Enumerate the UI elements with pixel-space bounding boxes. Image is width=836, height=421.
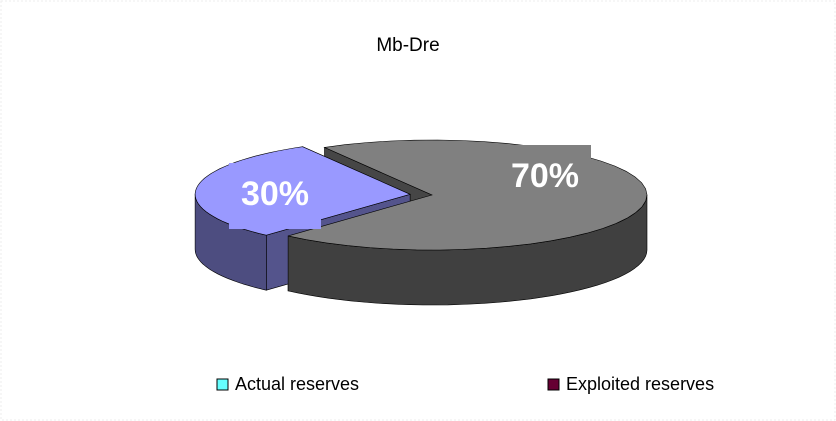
legend-swatch (216, 378, 229, 391)
value-label-box (229, 163, 321, 229)
value-label: 70% (511, 157, 579, 195)
legend-swatch (547, 378, 560, 391)
legend-label: Exploited reserves (566, 374, 714, 394)
legend-label: Actual reserves (235, 374, 359, 394)
chart-title: Mb-Dre (376, 35, 439, 56)
value-label-box (499, 145, 591, 211)
value-label: 30% (241, 175, 309, 213)
